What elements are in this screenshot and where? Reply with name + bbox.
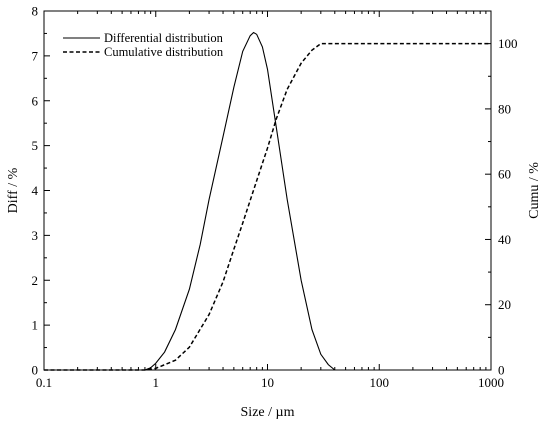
y-right-tick-label: 60	[498, 167, 511, 182]
x-tick-label: 1	[153, 375, 160, 390]
y-left-tick-label: 4	[32, 183, 39, 198]
y-left-tick-label: 0	[32, 363, 39, 378]
cumulative-distribution-line	[44, 42, 491, 371]
y-right-tick-label: 0	[498, 363, 505, 378]
y-left-tick-label: 2	[32, 273, 39, 288]
y-right-tick-label: 20	[498, 297, 511, 312]
x-tick-label: 100	[370, 375, 390, 390]
x-tick-label: 10	[261, 375, 274, 390]
y-left-tick-label: 3	[32, 228, 39, 243]
y-left-tick-label: 5	[32, 138, 39, 153]
y-axis-left-label: Diff / %	[6, 167, 21, 213]
differential-distribution-line	[44, 31, 491, 371]
legend-entry: Cumulative distribution	[104, 45, 224, 59]
x-tick-label: 1000	[478, 375, 504, 390]
y-left-tick-label: 7	[32, 48, 39, 63]
y-right-tick-label: 40	[498, 232, 511, 247]
y-left-tick-label: 6	[32, 93, 39, 108]
plot-frame	[43, 10, 492, 371]
legend-entry: Differential distribution	[104, 31, 224, 45]
y-axis-right-label: Cumu / %	[527, 162, 542, 219]
y-left-tick-label: 1	[32, 318, 39, 333]
y-right-tick-label: 80	[498, 101, 511, 116]
y-right-tick-label: 100	[498, 36, 518, 51]
x-axis-label: Size / µm	[241, 405, 295, 420]
x-tick-label: 0.1	[36, 375, 52, 390]
y-left-tick-label: 8	[32, 4, 39, 19]
